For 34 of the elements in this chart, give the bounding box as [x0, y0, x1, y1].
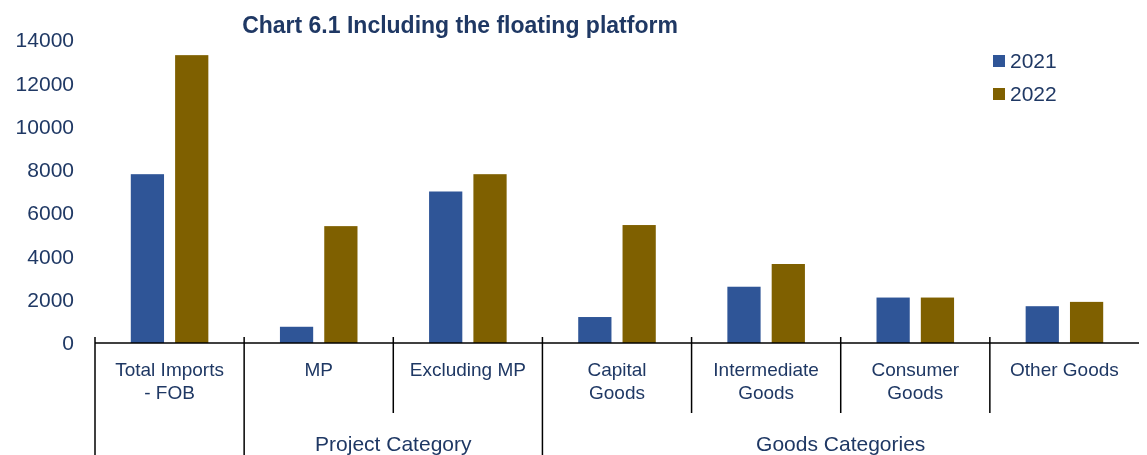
- legend-label: 2021: [1010, 49, 1057, 73]
- x-tick-label: Other Goods: [1010, 359, 1119, 380]
- bar: [771, 264, 805, 343]
- bar: [1069, 301, 1104, 343]
- bar: [279, 326, 314, 343]
- y-tick-label: 6000: [27, 201, 74, 225]
- bar: [130, 174, 165, 343]
- bar: [876, 297, 910, 343]
- bar: [622, 225, 656, 343]
- y-tick-label: 10000: [15, 114, 74, 138]
- bar: [920, 297, 955, 343]
- y-tick-label: 4000: [27, 244, 74, 268]
- y-tick-label: 8000: [27, 158, 74, 182]
- bar: [578, 317, 612, 343]
- x-tick-label: MP: [304, 359, 333, 380]
- text: Goods Categories: [756, 432, 926, 455]
- bar: [324, 226, 358, 343]
- x-tick-label: Capital Goods: [587, 359, 647, 403]
- bar: [175, 55, 209, 343]
- y-tick-label: 2000: [27, 288, 74, 312]
- x-tick-label: Intermediate Goods: [713, 359, 819, 403]
- text: Project Category: [315, 432, 472, 455]
- x-tick-label: Consumer Goods: [871, 359, 960, 403]
- y-tick-label: 0: [62, 331, 74, 355]
- chart-title: Chart 6.1 Including the floating platform: [242, 12, 678, 38]
- bar: [1025, 306, 1059, 343]
- x-tick-label: Excluding MP: [409, 359, 526, 380]
- x-tick-label: Total Imports - FOB: [115, 359, 224, 403]
- y-tick-label: 12000: [15, 71, 74, 95]
- legend-label: 2022: [1010, 82, 1057, 106]
- bar: [727, 286, 761, 343]
- bar: [473, 174, 507, 343]
- y-tick-label: 14000: [15, 28, 74, 52]
- bar: [429, 191, 463, 343]
